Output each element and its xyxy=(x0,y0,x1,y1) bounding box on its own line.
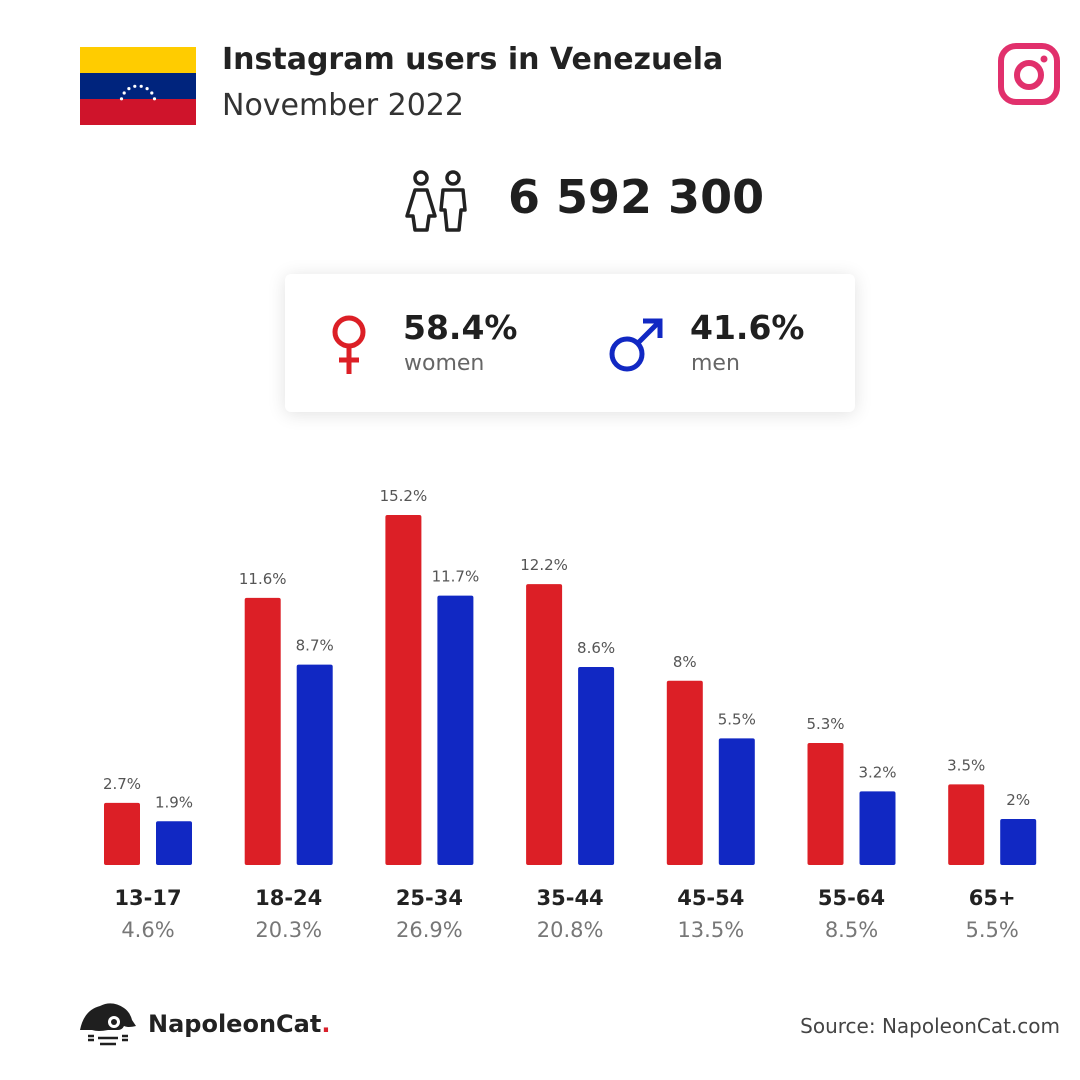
bar-women-18-24 xyxy=(244,597,281,865)
bar-men-18-24 xyxy=(296,664,333,865)
bar-women-65+ xyxy=(948,784,985,865)
brand-dot: . xyxy=(321,1010,331,1038)
bar-men-25-34 xyxy=(437,595,474,865)
age-group-label: 35-44 xyxy=(537,886,604,910)
age-group-total: 26.9% xyxy=(396,918,463,942)
bar-women-45-54 xyxy=(666,680,703,865)
men-label: men xyxy=(691,351,740,376)
age-group-total: 5.5% xyxy=(966,918,1019,942)
napoleoncat-logo-icon xyxy=(80,1003,136,1046)
bar-women-13-17 xyxy=(104,802,140,865)
women-label: women xyxy=(404,351,485,376)
bar-value-label: 8.7% xyxy=(296,637,334,655)
bar-men-65+ xyxy=(1000,818,1037,865)
bar-value-label: 11.6% xyxy=(239,570,287,588)
bar-women-55-64 xyxy=(807,742,844,865)
users-icon xyxy=(405,170,467,232)
age-group-total: 20.8% xyxy=(537,918,604,942)
flag-star xyxy=(127,87,131,91)
bar-value-label: 2% xyxy=(1006,791,1030,809)
bar-value-label: 8% xyxy=(673,653,697,671)
bar-value-label: 3.2% xyxy=(858,763,896,781)
age-group-label: 18-24 xyxy=(255,886,322,910)
page-subtitle: November 2022 xyxy=(222,88,464,123)
flag-star xyxy=(150,91,154,95)
total-users-value: 6 592 300 xyxy=(508,170,765,224)
age-group-label: 13-17 xyxy=(114,886,181,910)
bar-value-label: 15.2% xyxy=(380,487,428,505)
men-percentage: 41.6% xyxy=(690,308,805,347)
bar-value-label: 5.5% xyxy=(718,710,756,728)
venezuela-flag-icon xyxy=(80,47,196,125)
age-group-label: 55-64 xyxy=(818,886,885,910)
bar-value-label: 11.7% xyxy=(432,568,480,586)
age-group-total: 8.5% xyxy=(825,918,878,942)
age-gender-bar-chart: 2.7% 1.9% 13-17 4.6% 11.6% 8.7% 18-24 20.3% 15.2… xyxy=(103,487,1037,942)
bar-value-label: 8.6% xyxy=(577,639,615,657)
flag-star xyxy=(133,84,137,88)
bar-women-35-44 xyxy=(526,584,563,865)
bar-value-label: 12.2% xyxy=(520,556,568,574)
bar-men-13-17 xyxy=(156,821,192,865)
gender-split-card: 58.4% women 41.6% men xyxy=(285,274,855,412)
source-credit: Source: NapoleonCat.com xyxy=(800,1014,1060,1038)
age-group-label: 45-54 xyxy=(677,886,744,910)
female-icon xyxy=(332,315,366,374)
age-group-label: 65+ xyxy=(969,886,1016,910)
age-group-total: 20.3% xyxy=(255,918,322,942)
bar-men-35-44 xyxy=(578,666,615,865)
instagram-icon xyxy=(998,43,1060,105)
women-percentage: 58.4% xyxy=(403,308,518,347)
bar-men-55-64 xyxy=(859,791,896,865)
male-icon xyxy=(609,318,663,372)
age-group-total: 4.6% xyxy=(121,918,174,942)
bar-value-label: 5.3% xyxy=(806,715,844,733)
age-group-label: 25-34 xyxy=(396,886,463,910)
napoleoncat-brand: NapoleonCat. xyxy=(148,1010,330,1038)
brand-name: NapoleonCat xyxy=(148,1010,322,1038)
bar-men-45-54 xyxy=(718,738,755,865)
page-title: Instagram users in Venezuela xyxy=(222,42,724,77)
bar-women-25-34 xyxy=(385,515,422,865)
age-group-total: 13.5% xyxy=(677,918,744,942)
bar-value-label: 1.9% xyxy=(155,793,193,811)
flag-star xyxy=(152,97,157,101)
flag-star xyxy=(145,87,149,91)
bar-value-label: 3.5% xyxy=(947,756,985,774)
bar-value-label: 2.7% xyxy=(103,775,141,793)
flag-star xyxy=(122,91,126,95)
flag-star xyxy=(119,97,124,101)
flag-star xyxy=(139,84,143,88)
